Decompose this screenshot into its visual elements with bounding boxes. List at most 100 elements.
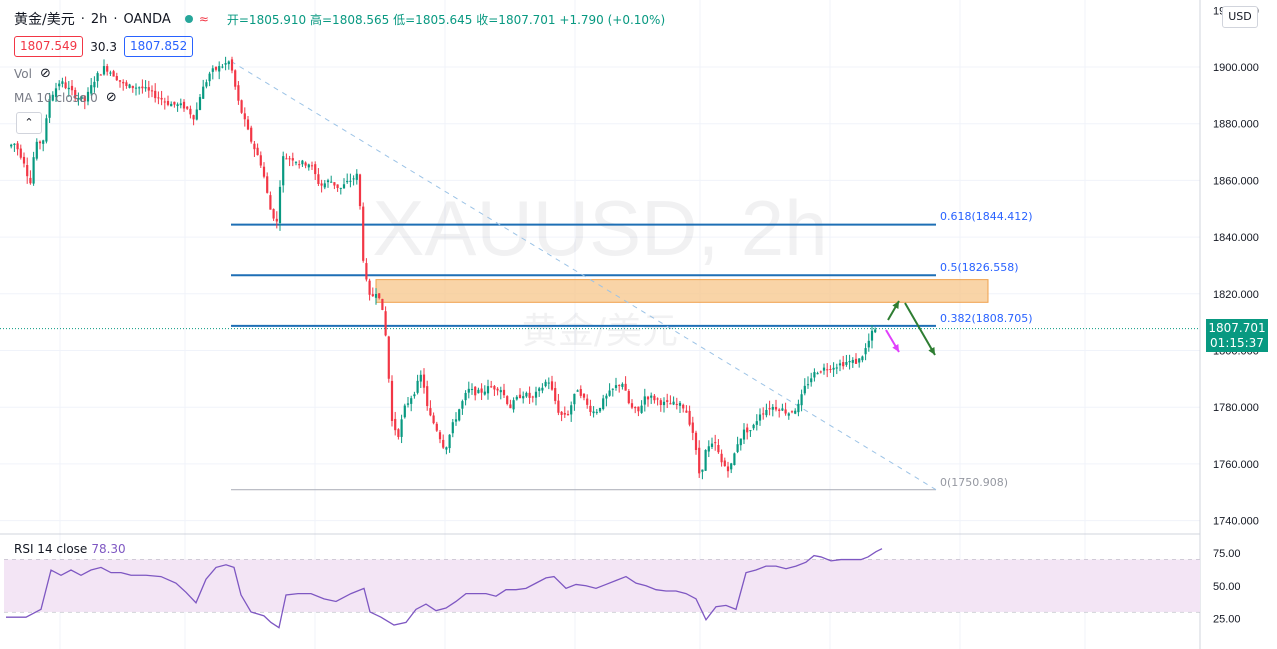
- buy-price-button[interactable]: 1807.852: [123, 36, 194, 57]
- candle-body: [170, 103, 173, 107]
- candle-body: [256, 147, 259, 156]
- candle: [422, 368, 426, 394]
- candle-body: [323, 183, 326, 188]
- candle: [390, 375, 394, 427]
- candle: [211, 65, 214, 80]
- candle: [758, 408, 762, 426]
- candle: [723, 457, 726, 467]
- rsi-value: 78.30: [91, 542, 126, 556]
- candle: [579, 385, 582, 399]
- candle: [282, 151, 285, 193]
- candle-body: [720, 453, 723, 463]
- candle: [541, 383, 544, 394]
- candle: [867, 333, 870, 352]
- rsi-legend[interactable]: RSI 14 close 78.30: [14, 542, 126, 556]
- candle-body: [336, 184, 339, 188]
- candle: [406, 397, 410, 408]
- candle-body: [189, 108, 192, 115]
- collapse-indicators-button[interactable]: ⌃: [16, 112, 42, 134]
- candle: [26, 157, 29, 184]
- dashed-trend-line[interactable]: [230, 60, 937, 491]
- candle-body: [691, 422, 694, 433]
- candle: [109, 70, 112, 76]
- candle: [448, 434, 451, 453]
- candle: [646, 395, 650, 407]
- currency-button[interactable]: USD: [1222, 6, 1258, 28]
- candle: [499, 386, 502, 400]
- vol-indicator[interactable]: Vol ⊘: [14, 66, 51, 81]
- candle: [67, 81, 70, 97]
- candle: [835, 363, 838, 375]
- candle: [781, 403, 784, 412]
- candle-body: [637, 406, 640, 412]
- eye-hidden-icon[interactable]: ⊘: [39, 66, 51, 81]
- candle: [19, 144, 22, 160]
- ma-indicator[interactable]: MA 10 close 0 ⊘: [14, 90, 117, 105]
- candle: [323, 180, 326, 190]
- candle-body: [291, 158, 294, 161]
- price-axis[interactable]: 1740.0001760.0001780.0001800.0001820.000…: [1213, 5, 1259, 625]
- resistance-zone[interactable]: [375, 279, 989, 303]
- candle: [355, 169, 358, 185]
- candle-body: [806, 384, 810, 386]
- candle: [675, 397, 678, 410]
- candle: [352, 175, 355, 186]
- candle: [240, 99, 243, 114]
- candle: [717, 439, 720, 454]
- candle-body: [253, 143, 256, 150]
- candle-body: [595, 411, 598, 413]
- chart-header: 黄金/美元 · 2h · OANDA ≈ 开=1805.910 高=1808.5…: [14, 9, 665, 29]
- candle: [230, 56, 234, 74]
- candle-body: [752, 424, 755, 429]
- candle-body: [173, 101, 176, 105]
- candle-body: [272, 209, 275, 219]
- candle-body: [314, 164, 317, 175]
- candle: [275, 211, 278, 229]
- candle: [624, 376, 627, 391]
- candle-body: [576, 390, 579, 392]
- candle-body: [70, 85, 74, 91]
- symbol-name[interactable]: 黄金/美元: [14, 12, 75, 28]
- candle: [838, 359, 842, 372]
- candle-body: [602, 398, 605, 410]
- candle: [586, 394, 589, 409]
- candle-body: [736, 444, 739, 452]
- candle: [51, 91, 54, 102]
- candle: [259, 151, 262, 168]
- candle-body: [198, 97, 202, 110]
- sell-price-button[interactable]: 1807.549: [14, 36, 84, 57]
- candle: [54, 82, 58, 102]
- candle: [86, 87, 90, 106]
- interval-label[interactable]: 2h: [90, 11, 108, 27]
- candle: [826, 363, 829, 378]
- candle: [163, 97, 166, 110]
- candle: [765, 403, 768, 418]
- candle: [90, 78, 93, 96]
- candle: [237, 81, 240, 105]
- market-status[interactable]: ≈: [184, 12, 209, 26]
- candle-body: [259, 155, 262, 166]
- candle-body: [122, 81, 125, 84]
- candle: [477, 387, 480, 394]
- candle-body: [771, 406, 774, 410]
- candle: [666, 393, 669, 409]
- candle: [528, 386, 531, 404]
- candle-body: [838, 363, 842, 366]
- candle-body: [374, 294, 378, 298]
- candle: [589, 399, 592, 416]
- price-tick-label: 1820.000: [1213, 289, 1259, 301]
- candle-body: [144, 87, 147, 89]
- eye-hidden-icon[interactable]: ⊘: [105, 90, 117, 105]
- candle-body: [26, 165, 29, 177]
- candle-body: [614, 385, 618, 388]
- candle-body: [762, 413, 765, 415]
- candle: [659, 398, 662, 412]
- candle-body: [829, 368, 832, 370]
- candle: [531, 395, 534, 403]
- candle-body: [618, 385, 621, 387]
- candle: [272, 208, 275, 221]
- candle: [403, 403, 406, 419]
- candle-body: [365, 263, 368, 280]
- forecast-arrows[interactable]: [885, 300, 936, 356]
